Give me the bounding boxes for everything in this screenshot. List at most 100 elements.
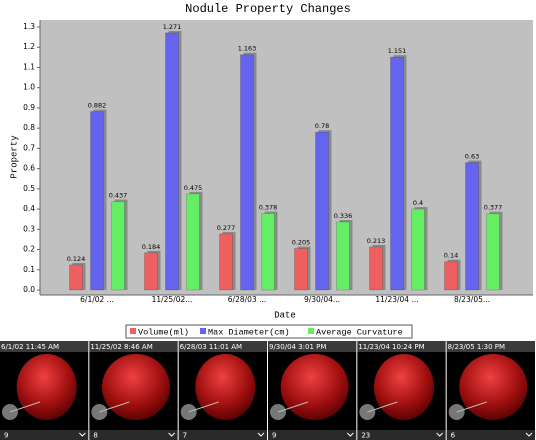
value-label: 0.336 — [334, 212, 353, 220]
bar — [90, 111, 104, 291]
thumbnail-label: 11/25/02 8:46 AM — [90, 343, 152, 351]
x-tick-label: 11/25/02... — [152, 295, 193, 304]
value-label: 0.184 — [142, 243, 161, 251]
value-label: 1.271 — [163, 23, 182, 31]
thumbnail-footer[interactable] — [0, 430, 89, 440]
thumbnail-label: 6/28/03 11:01 AM — [180, 343, 242, 351]
thumbnail-label: 6/1/02 11:45 AM — [1, 343, 59, 351]
y-tick-label: 1.3 — [23, 22, 35, 31]
orientation-arrow — [456, 401, 487, 413]
orientation-arrow — [188, 401, 219, 413]
legend-swatch — [200, 328, 206, 334]
thumbnail-label: 11/23/04 10:24 PM — [358, 343, 424, 351]
value-label: 1.163 — [238, 45, 257, 53]
y-tick-label: 0.1 — [23, 265, 35, 274]
nodule-render — [16, 354, 77, 420]
value-label: 0.63 — [465, 153, 479, 161]
thumbnail-header — [446, 341, 535, 352]
thumbnail-footer[interactable] — [446, 430, 535, 440]
dropdown-chevron — [436, 432, 444, 437]
x-tick-label: 6/28/03 ... — [228, 295, 266, 304]
y-tick-label: 0.6 — [23, 164, 35, 173]
nodule-render — [280, 354, 349, 420]
thumbnail-selection: 8 — [93, 432, 97, 440]
value-label: 0.78 — [315, 122, 329, 130]
bar — [165, 32, 179, 291]
y-tick-label: 1.2 — [23, 42, 35, 51]
value-label: 0.213 — [367, 237, 386, 245]
nodule-render — [195, 354, 256, 420]
value-label: 0.277 — [217, 224, 236, 232]
orientation-arrow — [9, 401, 41, 413]
chart-title: Nodule Property Changes — [185, 2, 351, 16]
y-axis-title: Property — [9, 135, 19, 179]
bar — [294, 248, 308, 291]
thumbnail-footer[interactable] — [357, 430, 446, 440]
thumbnail-label: 8/23/05 1:30 PM — [448, 343, 505, 351]
y-tick-label: 0.0 — [23, 285, 35, 294]
legend — [125, 324, 413, 339]
dropdown-chevron — [168, 432, 176, 437]
bar — [444, 261, 458, 291]
bar — [411, 208, 425, 291]
x-axis-title: Date — [274, 310, 296, 320]
bar — [186, 193, 200, 291]
x-tick-label: 8/23/05... — [454, 295, 490, 304]
y-tick-label: 0.9 — [23, 103, 35, 112]
dropdown-chevron — [257, 432, 265, 437]
bar — [69, 264, 83, 291]
thumbnail-selection: 9 — [4, 432, 8, 440]
bar — [315, 131, 329, 291]
thumbnail-header — [268, 341, 357, 352]
legend-label: Average Curvature — [316, 327, 403, 337]
legend-label: Max Diameter(cm) — [208, 327, 290, 337]
thumbnail-selection: 6 — [451, 432, 456, 440]
legend-swatch — [308, 328, 314, 334]
thumbnail-footer[interactable] — [178, 430, 267, 440]
y-tick-label: 1.0 — [23, 83, 35, 92]
legend-swatch — [130, 328, 136, 334]
bar — [465, 162, 479, 291]
bar — [369, 246, 383, 291]
thumbnail-header — [357, 341, 446, 352]
value-label: 0.475 — [184, 184, 203, 192]
bar — [486, 213, 500, 291]
thumbnail-header — [178, 341, 267, 352]
dropdown-chevron — [525, 432, 533, 437]
value-label: 0.124 — [67, 255, 86, 263]
bar — [336, 221, 350, 291]
orientation-arrow — [277, 401, 309, 413]
thumbnail-footer[interactable] — [89, 430, 178, 440]
x-tick-label: 6/1/02 ... — [80, 295, 114, 304]
y-tick-label: 1.1 — [23, 62, 35, 71]
thumbnail-selection: 9 — [272, 432, 276, 440]
value-label: 0.377 — [484, 204, 503, 212]
bar — [219, 233, 233, 291]
bar — [144, 252, 158, 291]
x-tick-label: 9/30/04... — [304, 295, 340, 304]
bar — [261, 213, 275, 291]
bar — [240, 54, 254, 291]
y-tick-label: 0.5 — [23, 184, 35, 193]
value-label: 0.14 — [444, 252, 458, 260]
thumbnail-selection: 23 — [361, 432, 370, 440]
value-label: 0.205 — [292, 239, 311, 247]
thumbnail-footer[interactable] — [268, 430, 357, 440]
orientation-arrow — [99, 401, 130, 413]
dropdown-chevron — [346, 432, 354, 437]
y-tick-label: 0.3 — [23, 224, 35, 233]
y-tick-label: 0.7 — [23, 143, 35, 152]
thumbnail-header — [0, 341, 89, 352]
y-tick-label: 0.2 — [23, 245, 35, 254]
thumbnail-header — [89, 341, 178, 352]
nodule-render — [374, 354, 434, 420]
thumbnail-selection: 7 — [183, 432, 187, 440]
bar — [111, 201, 125, 291]
dropdown-chevron — [78, 432, 86, 437]
orientation-arrow — [367, 401, 398, 413]
legend-label: Volume(ml) — [138, 327, 189, 337]
x-tick-label: 11/23/04 ... — [375, 295, 418, 304]
nodule-render — [102, 354, 170, 420]
nodule-render — [459, 354, 528, 420]
